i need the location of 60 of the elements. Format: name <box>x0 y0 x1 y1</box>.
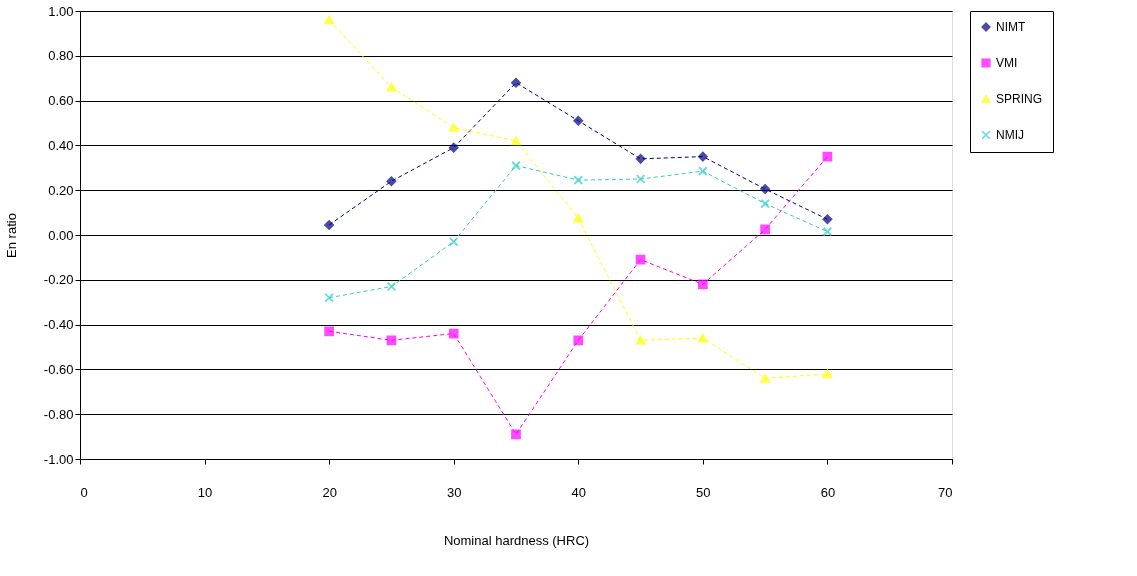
legend-label: VMI <box>996 56 1018 70</box>
point <box>324 326 335 337</box>
point <box>511 160 521 171</box>
point <box>697 279 708 290</box>
point <box>822 214 833 225</box>
y-tick-label: -0.20 <box>43 272 74 288</box>
point <box>573 335 584 346</box>
point <box>386 335 397 346</box>
point <box>635 174 646 184</box>
point <box>448 236 459 247</box>
point <box>760 198 771 209</box>
y-tick-label: 0.20 <box>48 182 74 198</box>
y-tick-label: 0.80 <box>48 48 74 64</box>
x-tick-label: 10 <box>197 484 213 500</box>
y-tick-label: 0.00 <box>48 227 74 243</box>
x-tick-label: 30 <box>446 484 462 500</box>
y-axis-title: En ratio <box>3 213 19 258</box>
point <box>386 82 397 92</box>
point <box>635 254 646 265</box>
point <box>822 369 833 379</box>
point <box>760 224 771 235</box>
x-tick-label: 0 <box>80 484 88 500</box>
y-tick-label: -0.80 <box>43 406 74 422</box>
y-tick-label: 0.40 <box>48 137 74 153</box>
point <box>635 153 646 164</box>
point <box>324 220 335 230</box>
point <box>573 115 584 126</box>
legend-label: NIMT <box>996 20 1026 34</box>
point <box>448 328 459 339</box>
point <box>760 184 771 194</box>
point <box>386 176 397 187</box>
x-tick-label: 50 <box>696 484 711 500</box>
point <box>822 226 833 237</box>
point <box>573 175 584 185</box>
x-tick-label: 60 <box>820 484 836 500</box>
point <box>635 335 646 345</box>
x-axis-title: Nominal hardness (HRC) <box>443 532 590 548</box>
point <box>573 213 584 223</box>
point <box>511 77 521 88</box>
y-tick-label: 1.00 <box>48 3 74 19</box>
point <box>760 374 771 383</box>
point <box>511 136 521 146</box>
y-tick-label: -0.40 <box>43 317 74 333</box>
point <box>448 142 459 153</box>
point <box>324 292 335 303</box>
y-tick-label: -1.00 <box>43 451 74 467</box>
point <box>324 15 335 25</box>
point <box>697 151 708 162</box>
point <box>386 281 397 292</box>
legend-label: SPRING <box>996 92 1043 106</box>
y-tick-label: 0.60 <box>48 93 74 109</box>
x-tick-label: 20 <box>322 484 337 500</box>
x-tick-label: 40 <box>571 484 587 500</box>
point <box>511 429 521 440</box>
point <box>448 123 459 132</box>
point <box>697 166 708 177</box>
x-tick-label: 70 <box>938 484 953 500</box>
y-tick-label: -0.60 <box>43 361 74 377</box>
point <box>697 333 708 343</box>
legend-label: NMIJ <box>996 128 1024 142</box>
